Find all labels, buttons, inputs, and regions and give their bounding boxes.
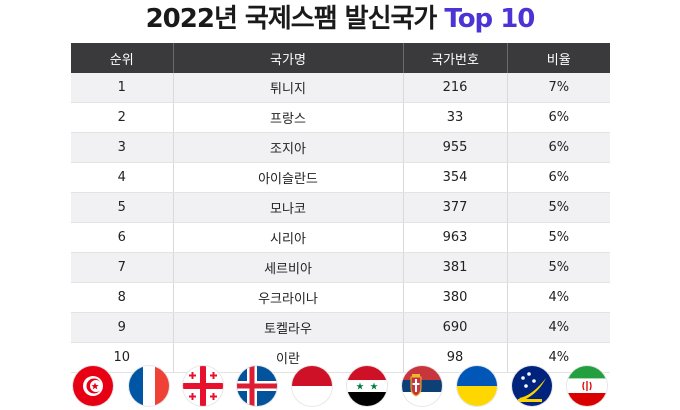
table-row: 1 튀니지 216 7%: [71, 73, 610, 103]
country-cell: 모나코: [172, 192, 403, 223]
table-row: 9 토켈라우 690 4%: [71, 312, 610, 343]
georgia-flag-icon: [183, 366, 223, 406]
code-cell: 381: [402, 252, 507, 283]
rank-cell: 5: [71, 192, 173, 223]
page-title: 2022년 국제스팸 발신국가 Top 10: [0, 2, 680, 36]
table-row: 7 세르비아 381 5%: [71, 252, 610, 283]
country-cell: 우크라이나: [172, 282, 403, 313]
country-cell: 튀니지: [172, 73, 403, 103]
ukraine-flag-icon: [457, 366, 497, 406]
ratio-cell: 6%: [506, 102, 610, 133]
header-country: 국가명: [172, 43, 403, 73]
rank-cell: 3: [71, 132, 173, 163]
ratio-cell: 5%: [506, 192, 610, 223]
rank-cell: 7: [71, 252, 173, 283]
france-flag-icon: [129, 366, 169, 406]
ratio-cell: 6%: [506, 132, 610, 163]
header-rank: 순위: [71, 43, 173, 73]
syria-flag-icon: [347, 366, 387, 406]
country-cell: 토켈라우: [172, 312, 403, 343]
code-cell: 380: [402, 282, 507, 313]
ratio-cell: 4%: [506, 312, 610, 343]
flag-strip: [0, 366, 680, 410]
rank-cell: 2: [71, 102, 173, 133]
table-row: 4 아이슬란드 354 6%: [71, 162, 610, 193]
code-cell: 98: [402, 342, 507, 373]
code-cell: 690: [402, 312, 507, 343]
ratio-cell: 5%: [506, 252, 610, 283]
rank-cell: 1: [71, 73, 173, 103]
header-code: 국가번호: [402, 43, 507, 73]
code-cell: 377: [402, 192, 507, 223]
tokelau-flag-icon: [512, 366, 552, 406]
iran-flag-icon: [567, 366, 607, 406]
table-row: 8 우크라이나 380 4%: [71, 282, 610, 313]
code-cell: 216: [402, 73, 507, 103]
table-row: 5 모나코 377 5%: [71, 192, 610, 223]
code-cell: 963: [402, 222, 507, 253]
ratio-cell: 4%: [506, 282, 610, 313]
rank-cell: 4: [71, 162, 173, 193]
code-cell: 33: [402, 102, 507, 133]
ratio-cell: 4%: [506, 342, 610, 373]
rank-cell: 6: [71, 222, 173, 253]
table-row: 3 조지아 955 6%: [71, 132, 610, 163]
country-cell: 아이슬란드: [172, 162, 403, 193]
title-main: 2022년 국제스팸 발신국가: [145, 4, 438, 34]
table-row: 6 시리아 963 5%: [71, 222, 610, 253]
code-cell: 354: [402, 162, 507, 193]
ratio-cell: 5%: [506, 222, 610, 253]
monaco-flag-icon: [292, 366, 332, 406]
table-header-row: 순위 국가명 국가번호 비율: [71, 43, 610, 73]
header-ratio: 비율: [506, 43, 610, 73]
country-cell: 프랑스: [172, 102, 403, 133]
code-cell: 955: [402, 132, 507, 163]
country-cell: 시리아: [172, 222, 403, 253]
serbia-flag-icon: [402, 366, 442, 406]
country-cell: 세르비아: [172, 252, 403, 283]
ratio-cell: 7%: [506, 73, 610, 103]
ranking-table: 순위 국가명 국가번호 비율 1 튀니지 216 7% 2 프랑스 33 6% …: [71, 43, 610, 373]
iceland-flag-icon: [237, 366, 277, 406]
title-accent: Top 10: [444, 4, 535, 34]
tunisia-flag-icon: [73, 366, 113, 406]
rank-cell: 9: [71, 312, 173, 343]
table-row: 2 프랑스 33 6%: [71, 102, 610, 133]
country-cell: 조지아: [172, 132, 403, 163]
ratio-cell: 6%: [506, 162, 610, 193]
rank-cell: 8: [71, 282, 173, 313]
